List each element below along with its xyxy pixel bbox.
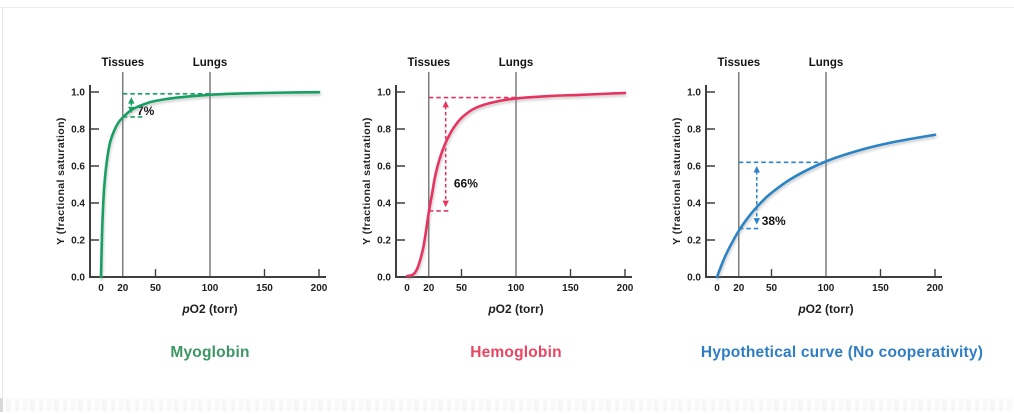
caption-hemoglobin: Hemoglobin bbox=[470, 344, 562, 361]
arrowhead-up-icon bbox=[442, 100, 449, 108]
panel-top-border bbox=[0, 7, 1014, 8]
x-tick-label: 150 bbox=[256, 283, 273, 294]
cutoff-texture-left-tab bbox=[0, 398, 3, 412]
annotation-percent-label: 66% bbox=[454, 176, 478, 190]
x-tick-label: 0 bbox=[98, 283, 104, 294]
y-tick-label: 0.6 bbox=[687, 162, 701, 173]
saturation-curve bbox=[99, 90, 321, 279]
y-tick-label: 0.2 bbox=[71, 236, 85, 247]
hemoglobin-plot: Tissues Lungs 0.0 0.2 0.4 0.6 0.8 1.0 0 20 50 100 15… bbox=[361, 57, 634, 316]
x-tick-label: 200 bbox=[311, 283, 328, 294]
x-axis-title: pO2 (torr) bbox=[487, 302, 543, 316]
y-tick-label: 0.4 bbox=[687, 199, 701, 210]
y-tick-label: 1.0 bbox=[687, 88, 701, 99]
x-tick-label: 50 bbox=[150, 283, 162, 294]
y-tick-label: 0.6 bbox=[71, 162, 85, 173]
y-tick-label: 0.4 bbox=[71, 199, 85, 210]
x-tick-label: 0 bbox=[714, 283, 720, 294]
x-tick-label: 150 bbox=[562, 283, 579, 294]
saturation-curve bbox=[405, 91, 627, 278]
x-tick-label: 200 bbox=[927, 283, 944, 294]
y-axis-title: Y (fractional saturation) bbox=[672, 117, 683, 245]
y-tick-label: 0.8 bbox=[687, 125, 701, 136]
x-tick-label: 200 bbox=[617, 283, 634, 294]
saturation-curve bbox=[715, 133, 937, 279]
myoglobin-plot: Tissues Lungs 0.0 0.2 0.4 0.6 0.8 1.0 0 20 50 100 15… bbox=[55, 57, 328, 316]
y-axis-title: Y (fractional saturation) bbox=[362, 117, 373, 245]
annotation-percent-label: 38% bbox=[762, 214, 786, 228]
x-tick-label: 100 bbox=[202, 283, 219, 294]
x-tick-label: 100 bbox=[508, 283, 525, 294]
marker-label-lungs: Lungs bbox=[193, 57, 228, 69]
y-tick-label: 0.8 bbox=[377, 125, 391, 136]
annotation-percent-label: 7% bbox=[137, 104, 155, 118]
marker-label-tissues: Tissues bbox=[101, 57, 144, 69]
y-tick-label: 0.4 bbox=[377, 199, 391, 210]
hypothetical-plot: Tissues Lungs 0.0 0.2 0.4 0.6 0.8 1.0 0 20 50 100 15… bbox=[671, 57, 944, 316]
chart-hemoglobin: Tissues Lungs 0.0 0.2 0.4 0.6 0.8 1.0 0 20 50 100 15… bbox=[361, 52, 662, 328]
arrowhead-up-icon bbox=[753, 166, 760, 173]
y-tick-label: 0.2 bbox=[377, 236, 391, 247]
x-tick-label: 20 bbox=[423, 283, 435, 294]
x-tick-label: 100 bbox=[818, 283, 835, 294]
x-tick-label: 20 bbox=[733, 283, 745, 294]
marker-label-lungs: Lungs bbox=[809, 57, 844, 69]
y-tick-label: 0.8 bbox=[71, 125, 85, 136]
cutoff-texture-strip bbox=[6, 399, 1014, 411]
y-axis-title: Y (fractional saturation) bbox=[56, 117, 67, 245]
caption-myoglobin: Myoglobin bbox=[170, 344, 250, 361]
marker-label-lungs: Lungs bbox=[499, 57, 534, 69]
x-tick-label: 50 bbox=[456, 283, 468, 294]
y-tick-label: 0.0 bbox=[377, 273, 391, 284]
y-tick-label: 0.0 bbox=[71, 273, 85, 284]
y-tick-label: 1.0 bbox=[71, 88, 85, 99]
arrowhead-down-icon bbox=[753, 218, 760, 225]
x-axis-title: pO2 (torr) bbox=[181, 302, 237, 316]
arrowhead-down-icon bbox=[442, 200, 449, 208]
y-tick-label: 0.2 bbox=[687, 236, 701, 247]
arrowhead-up-icon bbox=[128, 97, 135, 104]
marker-label-tissues: Tissues bbox=[407, 57, 450, 69]
x-axis-title: pO2 (torr) bbox=[797, 302, 853, 316]
caption-hypothetical: Hypothetical curve (No cooperativity) bbox=[700, 344, 984, 361]
y-tick-label: 0.0 bbox=[687, 273, 701, 284]
panel-left-border bbox=[2, 7, 3, 407]
marker-label-tissues: Tissues bbox=[717, 57, 760, 69]
x-tick-label: 0 bbox=[404, 283, 410, 294]
chart-myoglobin: Tissues Lungs 0.0 0.2 0.4 0.6 0.8 1.0 0 20 50 100 15… bbox=[55, 52, 356, 328]
x-tick-label: 50 bbox=[766, 283, 778, 294]
y-tick-label: 1.0 bbox=[377, 88, 391, 99]
x-tick-label: 150 bbox=[872, 283, 889, 294]
chart-hypothetical: Tissues Lungs 0.0 0.2 0.4 0.6 0.8 1.0 0 20 50 100 15… bbox=[671, 52, 972, 328]
y-tick-label: 0.6 bbox=[377, 162, 391, 173]
x-tick-label: 20 bbox=[117, 283, 129, 294]
